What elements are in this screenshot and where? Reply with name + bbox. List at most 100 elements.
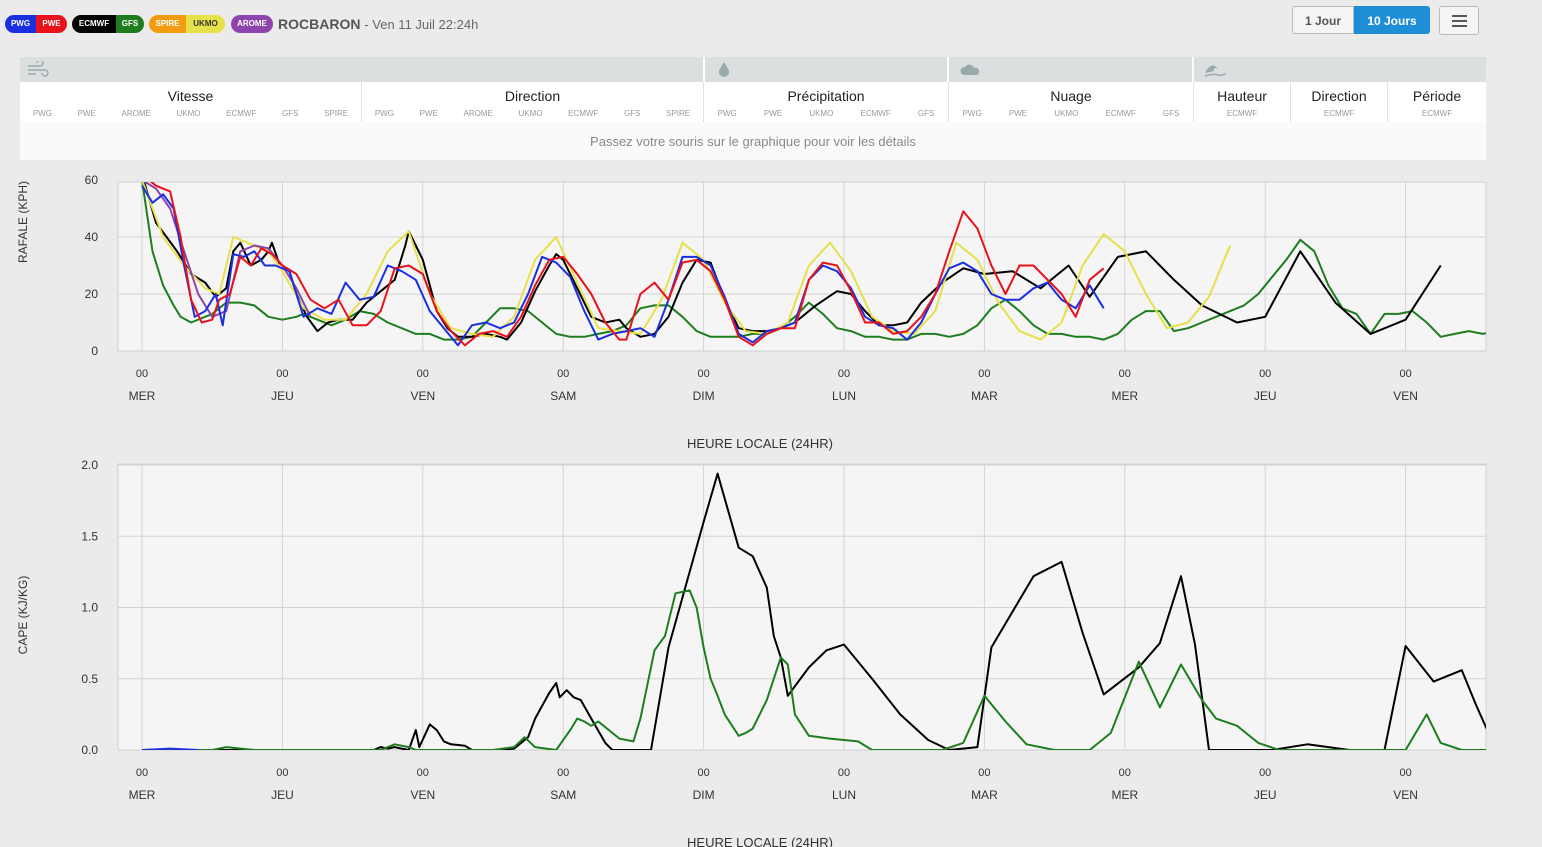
- subheader: UKMO: [1054, 109, 1079, 118]
- x-tick-hour: 00: [838, 767, 850, 779]
- menu-icon-line: [1452, 25, 1467, 27]
- menu-icon: [1452, 15, 1467, 17]
- group-subheaders: ECMWF: [1291, 109, 1387, 118]
- series-line-gfs: [142, 589, 1486, 750]
- wave-icon: [1204, 65, 1227, 77]
- plot-border: [117, 463, 1487, 751]
- x-tick-day: VEN: [1393, 389, 1418, 403]
- x-tick-day: SAM: [550, 389, 576, 403]
- divider: [1192, 57, 1194, 82]
- group-subheaders: ECMWF: [1194, 109, 1290, 118]
- cape-chart[interactable]: 0.0 0.5 1.0 1.5 2.0 00 MER 00 JEU 00 VEN 00 SAM 00 DIM…: [0, 455, 1542, 847]
- subheader: PWG: [374, 109, 394, 118]
- subheader: PWG: [962, 109, 982, 118]
- subheader: ECMWF: [1226, 109, 1258, 118]
- subheader: PWE: [419, 109, 438, 118]
- x-tick-day: JEU: [271, 389, 294, 403]
- divider: [947, 57, 949, 82]
- plot-border: [117, 181, 1487, 352]
- subheader: AROME: [463, 109, 493, 118]
- x-tick-hour: 00: [697, 767, 709, 779]
- model-toggle-ecmwf-gfs[interactable]: ECMWF GFS: [72, 15, 144, 33]
- wind-icon: [28, 61, 49, 77]
- x-tick-hour: 00: [697, 368, 709, 380]
- x-tick-day: VEN: [1393, 788, 1418, 802]
- x-tick-day: JEU: [1254, 788, 1277, 802]
- subheader: PWE: [1008, 109, 1028, 118]
- model-ecmwf-label: ECMWF: [72, 15, 116, 33]
- model-toggle-arome[interactable]: AROME: [231, 15, 273, 33]
- one-day-button[interactable]: 1 Jour: [1292, 6, 1354, 34]
- subheader: SPIRE: [666, 109, 691, 118]
- cloud-icon: [960, 64, 980, 75]
- x-tick-day: MER: [1111, 788, 1138, 802]
- y-tick-label: 1.0: [81, 601, 98, 615]
- hover-hint: Passez votre souris sur le graphique pou…: [590, 134, 916, 149]
- y-tick-label: 60: [85, 173, 99, 187]
- gust-chart[interactable]: 0 20 40 60 00 MER 00 JEU 00 VEN 00 SAM 00 DIM 00 LUN 00 M…: [0, 162, 1542, 462]
- group-wave-period: Période ECMWF: [1388, 82, 1486, 122]
- y-tick-label: 0: [91, 344, 98, 358]
- group-wave-height: Hauteur ECMWF: [1194, 82, 1291, 122]
- series-line-pwg: [141, 747, 199, 750]
- subheader: PWE: [77, 109, 96, 118]
- subheader: PWG: [717, 109, 737, 118]
- x-tick-day: MAR: [971, 389, 998, 403]
- x-tick-hour: 00: [1399, 368, 1411, 380]
- subheader: ECMWF: [1421, 109, 1453, 118]
- x-tick-day: MER: [129, 788, 156, 802]
- details-table: Vitesse PWG PWE AROME UKMO ECMWF GFS SPI…: [20, 57, 1486, 160]
- subheader: UKMO: [176, 109, 201, 118]
- y-tick-label: 1.5: [81, 529, 98, 543]
- group-subheaders: PWG PWE UKMO ECMWF GFS: [949, 109, 1193, 118]
- subheader: PWE: [763, 109, 783, 118]
- group-wind-direction: Direction PWG PWE AROME UKMO ECMWF GFS S…: [362, 82, 704, 122]
- hamburger-menu-button[interactable]: [1439, 6, 1479, 35]
- subheader: SPIRE: [324, 109, 349, 118]
- x-axis-label: HEURE LOCALE (24HR): [687, 436, 833, 451]
- x-tick-day: VEN: [410, 788, 435, 802]
- model-toggle-pwg-pwe[interactable]: PWG PWE: [5, 15, 67, 33]
- y-tick-label: 0.5: [81, 672, 98, 686]
- x-tick-hour: 00: [1119, 767, 1131, 779]
- subheader: ECMWF: [568, 109, 599, 118]
- x-tick-day: VEN: [410, 389, 435, 403]
- x-tick-day: JEU: [1254, 389, 1277, 403]
- y-tick-label: 20: [85, 287, 99, 301]
- model-toggle-spire-ukmo[interactable]: SPIRE UKMO: [149, 15, 225, 33]
- model-ukmo-label: UKMO: [186, 15, 225, 33]
- group-wave-direction: Direction ECMWF: [1291, 82, 1388, 122]
- x-tick-day: MAR: [971, 788, 998, 802]
- x-axis-label: HEURE LOCALE (24HR): [687, 835, 833, 847]
- group-title: Direction: [1311, 88, 1367, 104]
- group-subheaders: PWG PWE AROME UKMO ECMWF GFS SPIRE: [20, 109, 361, 118]
- series-line-pwe: [149, 182, 1105, 347]
- y-axis-label: RAFALE (KPH): [16, 181, 30, 263]
- group-subheaders: PWG PWE AROME UKMO ECMWF GFS SPIRE: [362, 109, 703, 118]
- series-group: [141, 472, 1486, 750]
- subheader: GFS: [624, 109, 641, 118]
- group-subheaders: ECMWF: [1388, 109, 1486, 118]
- station-title: ROCBARON - Ven 11 Juil 22:24h: [278, 16, 478, 32]
- rain-drop-icon: [719, 62, 729, 77]
- x-tick-hour: 00: [276, 368, 288, 380]
- subheader: ECMWF: [1323, 109, 1355, 118]
- station-datetime: - Ven 11 Juil 22:24h: [364, 17, 479, 32]
- group-title: Période: [1412, 88, 1462, 104]
- plot-area: [118, 182, 1486, 351]
- group-precipitation: Précipitation PWG PWE UKMO ECMWF GFS: [704, 82, 949, 122]
- subheader: UKMO: [809, 109, 834, 118]
- model-spire-label: SPIRE: [149, 15, 186, 33]
- x-tick-hour: 00: [136, 767, 148, 779]
- x-tick-day: DIM: [693, 389, 715, 403]
- x-tick-hour: 00: [978, 767, 990, 779]
- menu-icon-line: [1452, 20, 1467, 22]
- subheader: ECMWF: [226, 109, 257, 118]
- station-name: ROCBARON: [278, 16, 361, 32]
- group-wind-speed: Vitesse PWG PWE AROME UKMO ECMWF GFS SPI…: [20, 82, 362, 122]
- subheader: GFS: [917, 109, 935, 118]
- ten-days-button[interactable]: 10 Jours: [1354, 6, 1430, 34]
- subheader: ECMWF: [860, 109, 891, 118]
- group-title: Nuage: [1050, 88, 1092, 104]
- x-tick-day: LUN: [832, 389, 856, 403]
